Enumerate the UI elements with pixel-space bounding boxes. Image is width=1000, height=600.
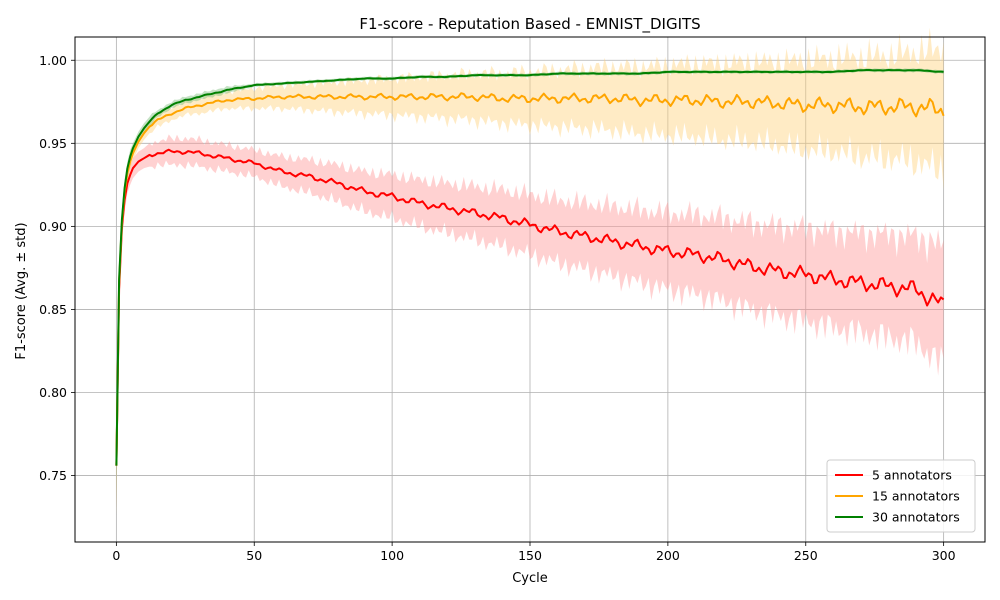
legend-label: 30 annotators (872, 510, 960, 525)
std-bands (116, 27, 944, 516)
legend-label: 5 annotators (872, 468, 952, 483)
series-line-1 (115, 148, 945, 466)
y-tick-label: 1.00 (39, 53, 67, 68)
x-tick-label: 150 (518, 548, 542, 563)
x-axis-ticks: 0 50 100 150 200 250 300 (112, 542, 956, 563)
x-tick-label: 0 (112, 548, 120, 563)
legend-label: 15 annotators (872, 489, 960, 504)
x-tick-label: 200 (656, 548, 680, 563)
legend: 5 annotators 15 annotators 30 annotators (826, 459, 976, 533)
std-band-1 (116, 134, 944, 516)
y-tick-label: 0.90 (39, 219, 67, 234)
series-lines (115, 69, 945, 466)
x-axis-label: Cycle (512, 571, 548, 586)
x-tick-label: 250 (794, 548, 818, 563)
y-axis-label: F1-score (Avg. ± std) (14, 222, 29, 359)
x-tick-label: 100 (380, 548, 404, 563)
series-line-2 (115, 92, 945, 466)
y-tick-label: 0.75 (39, 468, 67, 483)
y-tick-label: 0.95 (39, 136, 67, 151)
x-tick-label: 300 (932, 548, 956, 563)
y-tick-label: 0.80 (39, 385, 67, 400)
chart-title: F1-score - Reputation Based - EMNIST_DIG… (359, 15, 700, 34)
series-line-3 (115, 69, 944, 466)
y-axis-ticks: 0.75 0.80 0.85 0.90 0.95 1.00 (39, 53, 75, 483)
y-tick-label: 0.85 (39, 302, 67, 317)
std-band-2 (116, 27, 944, 516)
x-tick-label: 50 (246, 548, 262, 563)
legend-box (826, 459, 976, 533)
